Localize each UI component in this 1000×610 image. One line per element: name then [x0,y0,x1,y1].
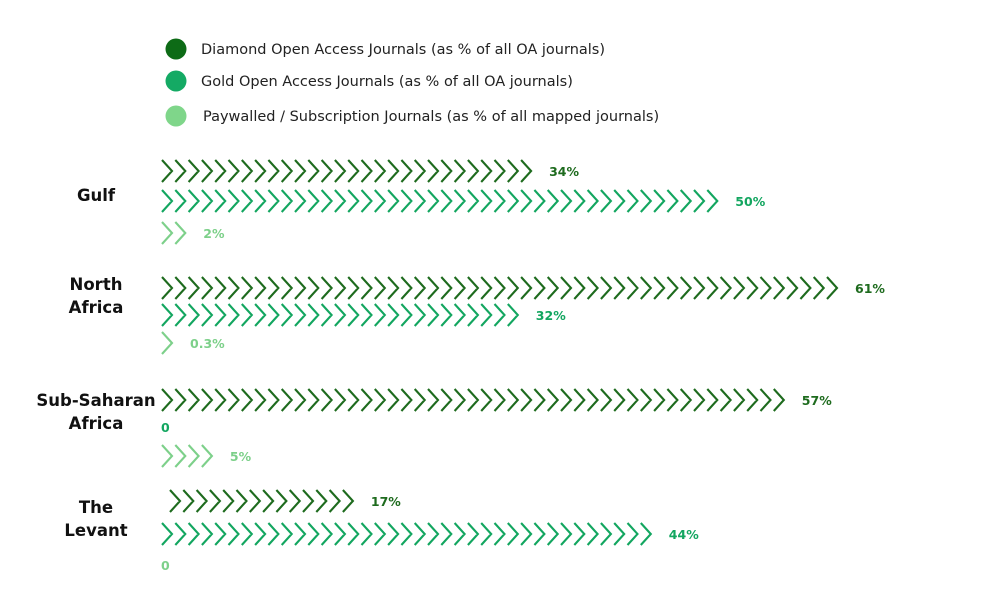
bar: 5% [161,444,252,468]
bar: 17% [169,489,401,513]
chart-rows: Gulf 34% 50% 2% North Africa 61% 32% 0.3% Sub-Sah… [36,159,885,573]
value-label: 0.3% [190,336,225,351]
bar: 0.3% [161,331,225,355]
bar: 61% [161,276,885,300]
value-label: 50% [735,194,765,209]
bar-chevrons [161,276,839,300]
category-group: Sub-Saharan Africa 57% 0 5% [36,388,832,468]
bar-chevrons [161,331,174,355]
value-label: 57% [802,393,832,408]
value-label: 44% [669,527,699,542]
category-label-line: Africa [69,414,124,433]
value-label: 0 [161,558,170,573]
legend-item: Paywalled / Subscription Journals (as % … [165,105,659,127]
legend-marker [165,38,187,60]
value-label: 61% [855,281,885,296]
legend-item: Gold Open Access Journals (as % of all O… [165,70,573,92]
legend-item: Diamond Open Access Journals (as % of al… [165,38,605,60]
bar: 32% [161,303,566,327]
category-label-line: Sub-Saharan [36,391,155,410]
bar-chevrons [161,159,533,183]
bar: 34% [161,159,579,183]
bar: 0 [161,420,170,435]
value-label: 17% [371,494,401,509]
category-group: The Levant 17% 44% 0 [64,489,699,573]
category-label-line: The [79,498,113,517]
bar-chevrons [161,444,214,468]
category-label: Gulf [77,186,116,205]
value-label: 0 [161,420,170,435]
bar-chevrons [161,522,653,546]
bar: 50% [161,189,766,213]
category-label: Sub-Saharan Africa [36,391,155,433]
legend-marker [165,105,187,127]
category-label: The Levant [64,498,127,540]
bar-chevrons [161,221,187,245]
bar: 0 [161,558,170,573]
category-label-line: North [70,275,123,294]
bar-chevrons [161,189,719,213]
value-label: 34% [549,164,579,179]
bar: 44% [161,522,699,546]
value-label: 2% [203,226,225,241]
legend-label: Diamond Open Access Journals (as % of al… [201,42,605,58]
category-group: North Africa 61% 32% 0.3% [69,275,885,355]
bar-chevrons [169,489,355,513]
bar-chevrons [161,388,786,412]
legend-label: Paywalled / Subscription Journals (as % … [203,109,659,125]
bar: 2% [161,221,225,245]
value-label: 5% [230,449,252,464]
category-label: North Africa [69,275,124,317]
category-label-line: Gulf [77,186,116,205]
bar: 57% [161,388,832,412]
bar-chevrons [161,303,520,327]
category-group: Gulf 34% 50% 2% [77,159,766,245]
legend-label: Gold Open Access Journals (as % of all O… [201,74,573,90]
value-label: 32% [536,308,566,323]
legend-marker [165,70,187,92]
legend: Diamond Open Access Journals (as % of al… [165,38,659,127]
category-label-line: Africa [69,298,124,317]
category-label-line: Levant [64,521,127,540]
